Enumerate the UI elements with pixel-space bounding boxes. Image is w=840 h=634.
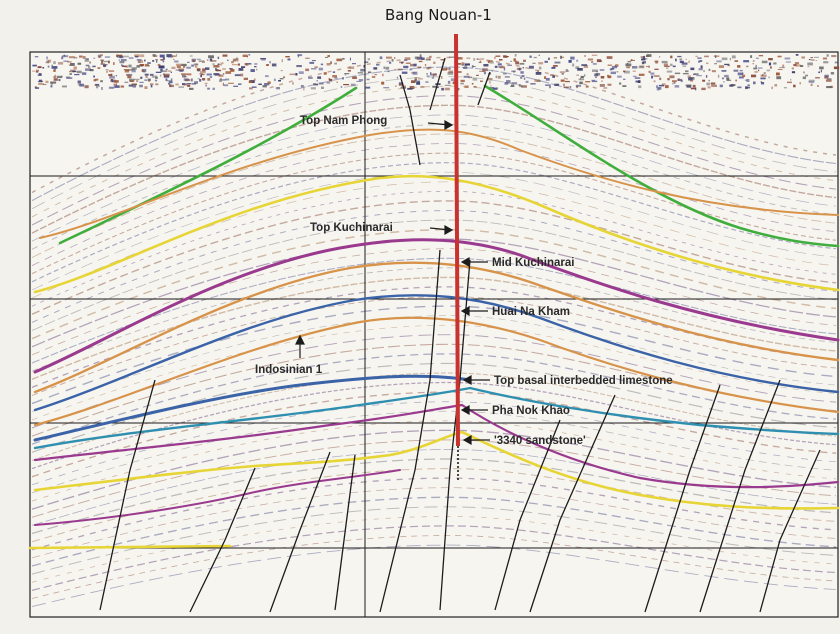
- horizon-orange-upper: [39, 128, 839, 239]
- label-arrows: [295, 119, 490, 446]
- horizon-purple-kuchinarai: [33, 238, 840, 374]
- fault: [429, 57, 446, 111]
- label-3340-sandstone: '3340 sandstone': [494, 435, 586, 447]
- fault: [477, 71, 491, 106]
- well-bore: [454, 33, 460, 447]
- horizon-yellow-lower: [33, 430, 840, 510]
- faults: [99, 57, 821, 613]
- fault: [529, 394, 616, 613]
- fault: [699, 379, 781, 613]
- horizon-purple-lower: [33, 403, 840, 489]
- label-pha-nok-khao: Pha Nok Khao: [492, 405, 570, 417]
- label-huai-na-kham: Huai Na Kham: [492, 306, 570, 318]
- fault: [379, 249, 441, 613]
- label-top-basal-limestone: Top basal interbedded limestone: [494, 375, 673, 387]
- fault: [189, 467, 256, 613]
- horizon-blue-lower: [33, 374, 472, 442]
- fault: [99, 379, 156, 611]
- well-title: Bang Nouan-1: [385, 6, 492, 24]
- fault: [759, 449, 821, 613]
- fault: [439, 259, 471, 611]
- fault: [644, 384, 721, 613]
- label-top-nam-phong: Top Nam Phong: [300, 115, 387, 127]
- label-indosinian-1: Indosinian 1: [255, 364, 323, 376]
- surface-noise-band: [32, 54, 840, 91]
- horizon-blue-mid: [33, 294, 840, 412]
- fault: [334, 454, 356, 611]
- fault: [399, 74, 421, 166]
- horizon-teal: [33, 386, 840, 450]
- horizons: [28, 84, 840, 550]
- horizon-green-right: [483, 84, 840, 248]
- horizon-yellow-upper: [33, 174, 840, 294]
- horizon-green-left: [58, 86, 358, 245]
- horizon-orange-lower: [33, 316, 840, 427]
- horizon-purple-deep: [34, 469, 401, 526]
- horizon-orange-mid: [33, 261, 840, 394]
- horizon-labels: Top Nam Phong Top Kuchinarai Mid Kuchina…: [255, 115, 673, 447]
- label-mid-kuchinarai: Mid Kuchinarai: [492, 257, 574, 269]
- horizon-yellow-base: [28, 544, 232, 550]
- fault: [494, 419, 561, 611]
- fault: [269, 451, 331, 613]
- label-top-kuchinarai: Top Kuchinarai: [310, 222, 393, 234]
